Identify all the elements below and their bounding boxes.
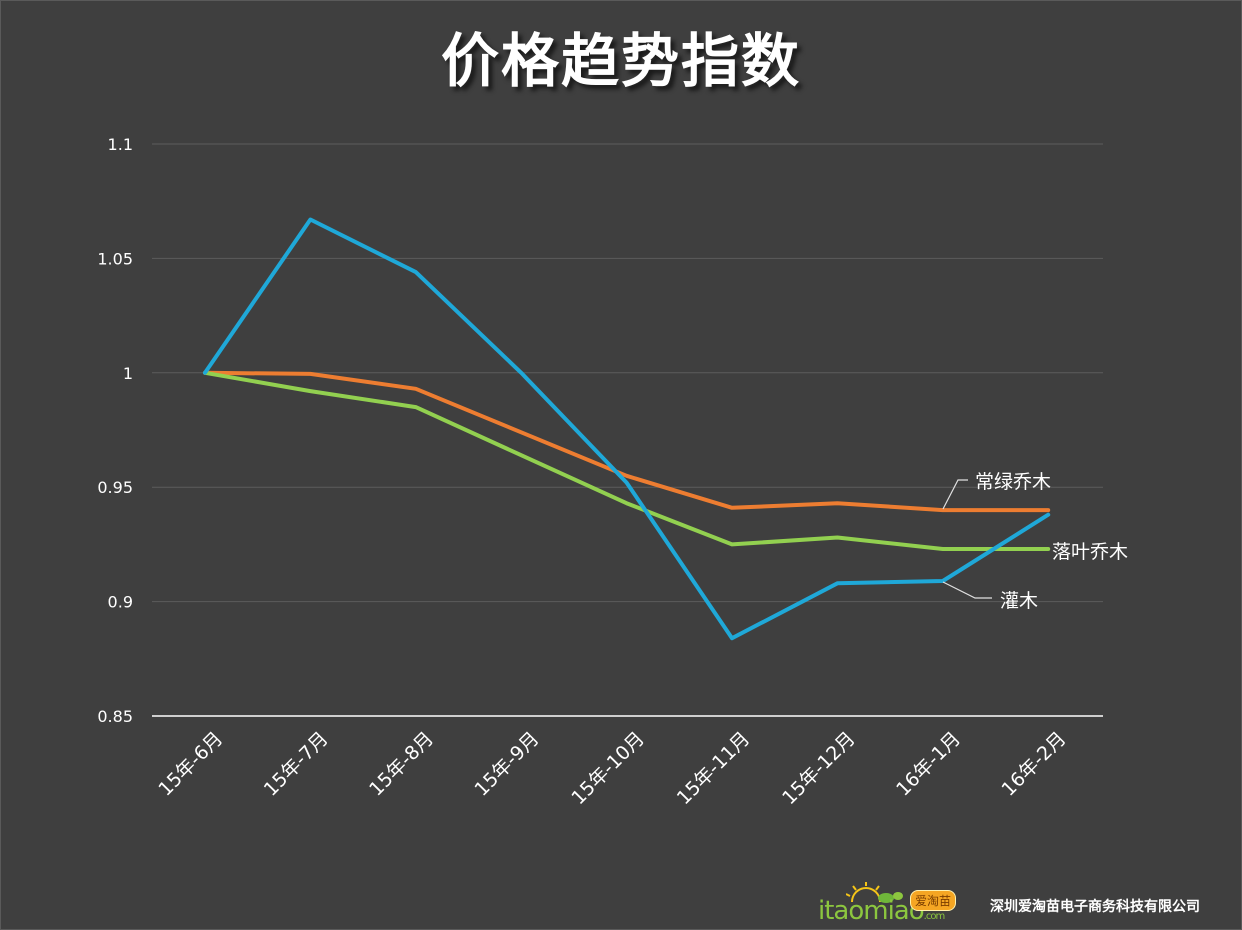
y-tick-label: 0.95 xyxy=(97,478,133,497)
y-tick-label: 0.85 xyxy=(97,707,133,726)
series-label: 常绿乔木 xyxy=(975,471,1051,493)
logo-wordmark: itaomiao.com xyxy=(818,896,945,926)
x-tick-label: 15年-7月 xyxy=(260,728,333,801)
x-tick-label: 16年-1月 xyxy=(892,728,965,801)
x-tick-label: 15年-12月 xyxy=(778,728,859,809)
logo-badge: 爱淘苗 xyxy=(910,890,957,911)
x-tick-label: 15年-9月 xyxy=(471,728,544,801)
label-leader-line xyxy=(942,479,968,510)
series-line xyxy=(203,370,1051,551)
x-tick-label: 15年-10月 xyxy=(567,728,648,809)
gridlines xyxy=(152,143,1103,717)
label-leader-line xyxy=(942,581,992,599)
y-tick-label: 1 xyxy=(123,364,133,383)
series-label: 灌木 xyxy=(1000,590,1038,612)
x-tick-label: 15年-6月 xyxy=(154,728,227,801)
series-line xyxy=(203,370,1051,513)
series-label: 落叶乔木 xyxy=(1052,541,1128,563)
company-name: 深圳爱淘苗电子商务科技有限公司 xyxy=(990,899,1200,915)
x-tick-label: 15年-8月 xyxy=(365,728,438,801)
x-tick-label: 15年-11月 xyxy=(673,728,754,809)
y-tick-label: 0.9 xyxy=(108,593,133,612)
footer-branding: itaomiao.com 爱淘苗 深圳爱淘苗电子商务科技有限公司 xyxy=(818,882,1228,926)
series-line xyxy=(203,217,1051,641)
sun-leaf-logo-icon xyxy=(846,882,903,903)
y-tick-label: 1.05 xyxy=(97,249,133,268)
x-axis-ticks: 15年-6月 15年-7月 15年-8月 15年-9月 15年-10月 15年-11月 15… xyxy=(154,728,1070,809)
y-tick-label: 1.1 xyxy=(108,135,133,154)
y-axis-ticks: 0.85 0.9 0.95 1 1.05 1.1 xyxy=(97,135,133,726)
series-lines xyxy=(203,217,1051,641)
x-tick-label: 16年-2月 xyxy=(998,728,1071,801)
chart-title: 价格趋势指数 xyxy=(440,27,801,95)
